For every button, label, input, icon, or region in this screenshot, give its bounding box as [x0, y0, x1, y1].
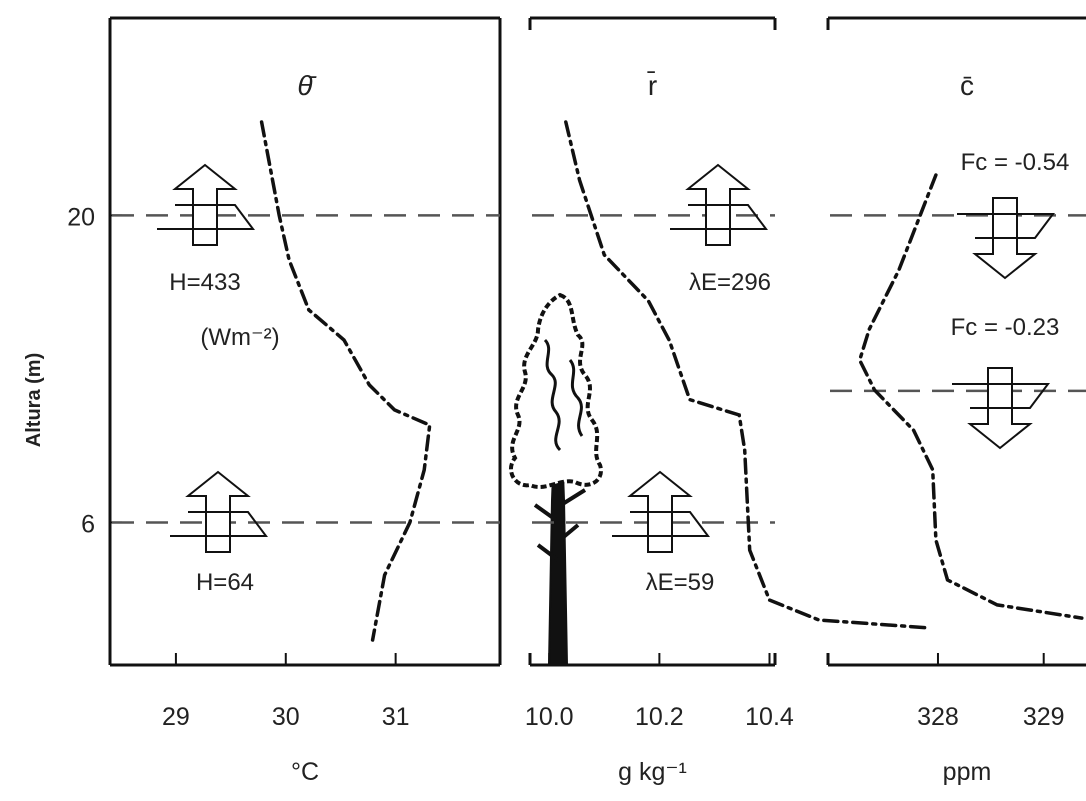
x-axis-label: °C: [291, 758, 319, 786]
flux-arrow-base: [952, 383, 1050, 409]
annotation: H=433: [169, 269, 240, 296]
x-tick-label: 10.4: [745, 703, 794, 731]
y-tick-label: 6: [81, 510, 95, 538]
profile-line: [259, 120, 432, 642]
annotation: Fc = -0.23: [951, 314, 1060, 341]
x-tick-label: 30: [272, 703, 300, 731]
flux-arrow-base: [157, 204, 255, 230]
panel-title: r̄: [647, 70, 657, 101]
x-tick-label: 10.2: [635, 703, 684, 731]
profile-line: [564, 120, 931, 630]
x-tick-label: 31: [382, 703, 410, 731]
panel-title: θ̄: [297, 70, 316, 101]
tree: [509, 292, 603, 666]
x-axis-label: ppm: [943, 758, 992, 786]
y-tick-label: 20: [67, 203, 95, 231]
x-tick-label: 328: [917, 703, 959, 731]
x-tick-label: 10.0: [525, 703, 574, 731]
panel-title: c̄: [960, 70, 974, 101]
flux-arrow-base: [612, 511, 710, 537]
x-tick-label: 329: [1023, 703, 1065, 731]
annotation: (Wm⁻²): [200, 324, 279, 351]
annotation: λE=59: [646, 569, 715, 596]
flux-arrow-base: [957, 213, 1055, 239]
profile-line: [857, 173, 1084, 620]
x-axis-label: g kg⁻¹: [618, 758, 687, 786]
y-axis-label: Altura (m): [23, 353, 45, 447]
flux-arrow-base: [170, 511, 268, 537]
annotation: Fc = -0.54: [961, 149, 1070, 176]
annotation: H=64: [196, 569, 254, 596]
flux-arrow-base: [670, 204, 768, 230]
annotation: λE=296: [689, 269, 771, 296]
x-tick-label: 29: [162, 703, 190, 731]
